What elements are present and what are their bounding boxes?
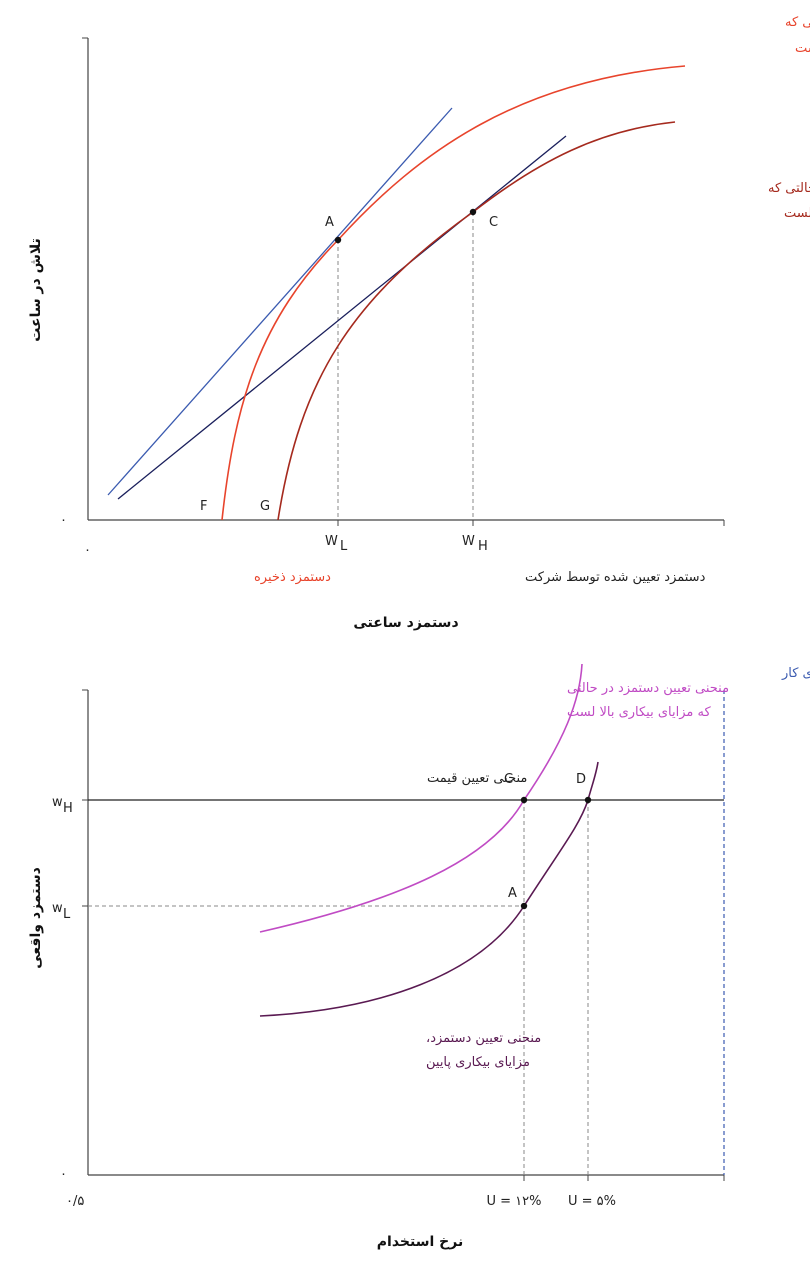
bottom-series-label-low-benefit: منحنی تعیین دستمزد، مزایای بیکاری پایین <box>426 1031 541 1070</box>
bottom-y-axis-title: دستمزد واقعی <box>28 867 44 969</box>
bottom-labor-supply-label: عرضه نیروی کار <box>781 666 810 681</box>
svg-text:مزایای بیکاری پایین: مزایای بیکاری پایین <box>426 1055 530 1070</box>
bottom-u5-tick-label: U = ۵% <box>568 1194 616 1209</box>
top-point-g-label: G <box>260 499 270 514</box>
bottom-point-d <box>584 796 592 804</box>
bottom-wl-tick-label: w L <box>52 901 71 922</box>
bottom-chart: C D A w H w L ۰ ۰/۵ U = ۱۲% U = ۵% منحنی… <box>28 663 810 1250</box>
bottom-point-a <box>520 902 528 910</box>
svg-text:w: w <box>52 901 63 916</box>
svg-text:منحنی تعیین دستمزد،: منحنی تعیین دستمزد، <box>426 1031 541 1046</box>
svg-text:L: L <box>63 907 71 922</box>
bottom-point-c <box>520 796 528 804</box>
top-x-axis-title: دستمزد ساعتی <box>353 615 458 631</box>
top-tangent-line-blue <box>107 107 453 496</box>
top-wl-tick-label: W L <box>325 534 348 554</box>
top-y-axis-title: تلاش در ساعت <box>28 238 44 342</box>
top-series-label-low-benefit: منحنی بهترین پاسخ در حالتی که U=۲۱٪ و مز… <box>785 15 810 56</box>
top-firm-wage-label: دستمزد تعیین شده توسط شرکت <box>525 570 706 585</box>
top-chart: A C F G ۰ ۰ W L W H دستمزد ذخیره دستمزد … <box>28 15 810 631</box>
bottom-price-curve-label: منحنی تعیین قیمت <box>427 771 527 786</box>
bottom-point-a-label: A <box>508 886 517 901</box>
bottom-wh-tick-label: w H <box>52 795 73 816</box>
top-tangent-line-navy <box>117 135 567 500</box>
top-point-f-label: F <box>200 499 207 514</box>
bottom-series-label-high-benefit: منحنی تعیین دستمزد در حالتی که مزایای بی… <box>567 681 729 720</box>
top-best-response-curve-low-benefit <box>221 65 686 521</box>
svg-text:که مزایای بیکاری بالا لست: که مزایای بیکاری بالا لست <box>567 705 711 720</box>
bottom-origin-x-label: ۰/۵ <box>66 1194 84 1209</box>
bottom-point-d-label: D <box>576 772 586 787</box>
top-point-c <box>469 208 477 216</box>
top-point-c-label: C <box>489 215 498 230</box>
top-origin-y-label: ۰ <box>60 513 67 528</box>
svg-text:L: L <box>340 539 348 554</box>
bottom-x-axis-title: نرخ استخدام <box>377 1234 463 1250</box>
bottom-wage-setting-curve-low-benefit <box>259 761 599 1017</box>
top-series-label-high-benefit: منحنی بهترین پاسخ در حالتی که U=21% و مز… <box>768 181 810 221</box>
svg-text:منحنی بهترین پاسخ در حالتی که: منحنی بهترین پاسخ در حالتی که <box>768 181 810 196</box>
svg-text:W: W <box>462 534 475 549</box>
bottom-point-c-label: C <box>504 772 513 787</box>
svg-text:U=21% و مزایای بیکاری بالا لس: U=21% و مزایای بیکاری بالا لست <box>784 206 810 221</box>
svg-text:H: H <box>478 539 488 554</box>
bottom-wage-setting-curve-high-benefit <box>259 663 583 933</box>
svg-text:W: W <box>325 534 338 549</box>
top-wh-tick-label: W H <box>462 534 488 554</box>
bottom-u12-tick-label: U = ۱۲% <box>487 1194 542 1209</box>
svg-text:w: w <box>52 795 63 810</box>
bottom-origin-y-label: ۰ <box>60 1167 67 1182</box>
svg-text:U=۲۱٪ و مزایای بیکاری پایین ا: U=۲۱٪ و مزایای بیکاری پایین است <box>795 41 810 56</box>
svg-text:منحنی تعیین دستمزد در حالتی: منحنی تعیین دستمزد در حالتی <box>567 681 729 696</box>
top-point-a <box>334 236 342 244</box>
top-origin-x-label: ۰ <box>84 543 91 558</box>
top-point-a-label: A <box>325 215 334 230</box>
top-reserve-wage-label: دستمزد ذخیره <box>254 570 331 585</box>
svg-text:منحنی بهترین پاسخ در حالتی که: منحنی بهترین پاسخ در حالتی که <box>785 15 810 30</box>
svg-text:H: H <box>63 801 73 816</box>
top-best-response-curve-high-benefit <box>277 121 676 521</box>
